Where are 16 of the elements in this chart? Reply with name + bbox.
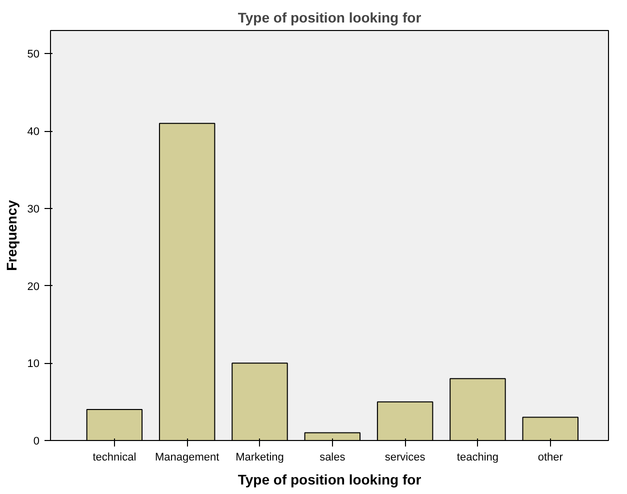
x-tick-label: Management: [154, 452, 220, 464]
y-tick-label: 0: [33, 436, 40, 448]
y-tick-label: 30: [27, 203, 40, 216]
x-tick-label: sales: [320, 452, 346, 464]
x-tick-label: Marketing: [236, 452, 284, 464]
chart-title: Type of position looking for: [238, 10, 422, 26]
y-tick-label: 50: [27, 48, 40, 61]
x-tick-label: teaching: [456, 452, 499, 464]
x-tick-label: technical: [92, 452, 136, 464]
y-tick-label: 20: [27, 280, 40, 293]
y-axis-title: Frequency: [3, 200, 20, 271]
x-tick-label: other: [538, 452, 564, 464]
x-axis-title: Type of position looking for: [238, 472, 422, 488]
y-tick-label: 40: [27, 126, 40, 138]
y-tick-label: 10: [27, 358, 40, 370]
x-tick-label: services: [384, 452, 426, 464]
